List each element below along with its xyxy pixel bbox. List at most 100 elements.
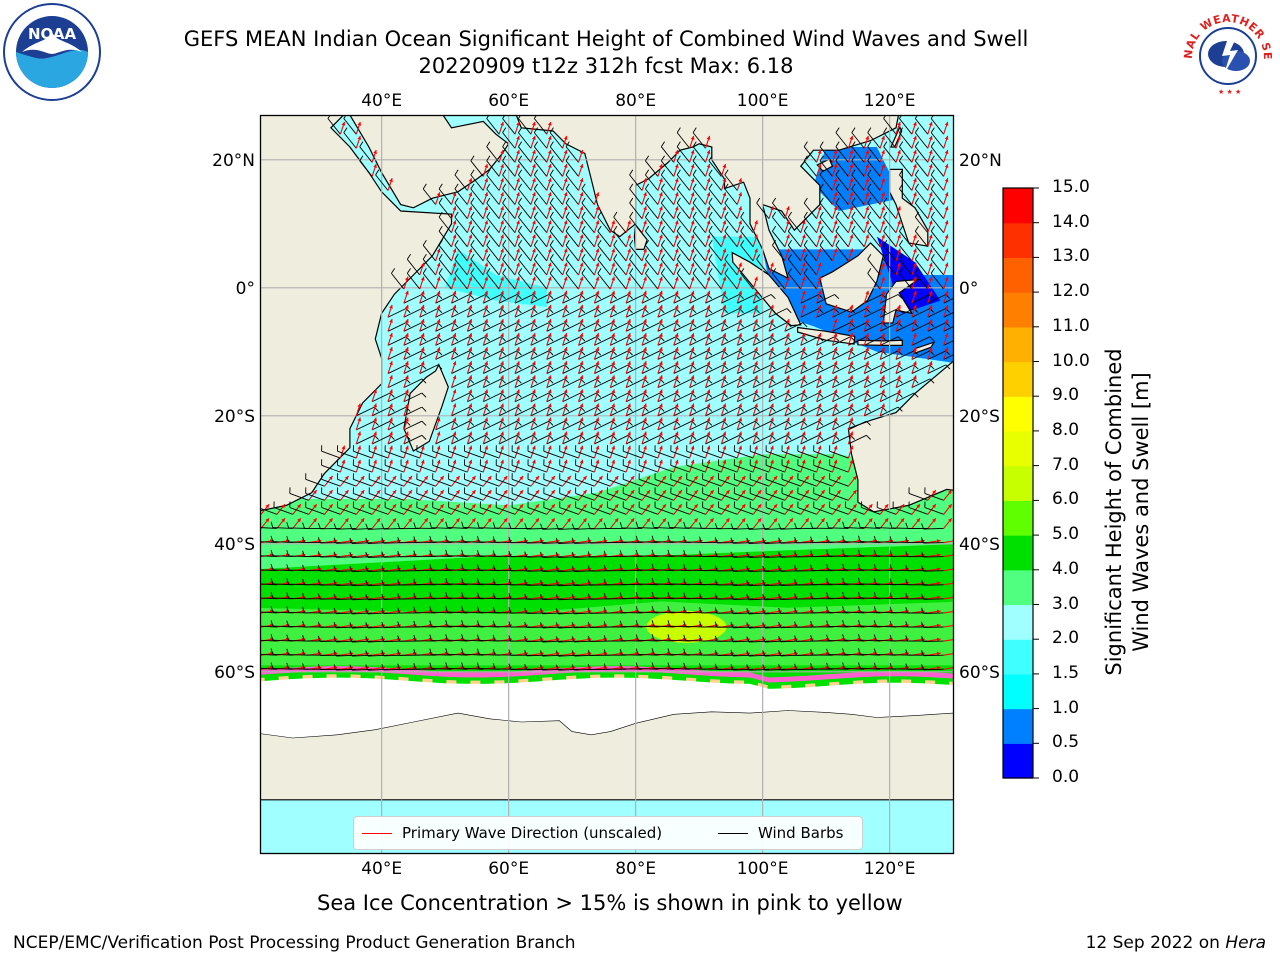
wind-barb [384, 507, 405, 515]
wind-barb [676, 245, 690, 262]
wind-barb-flag [746, 537, 750, 544]
wind-barb-flag [333, 537, 337, 544]
wind-barb [768, 350, 788, 360]
wave-direction-arrowhead [936, 553, 941, 558]
wind-barb [721, 420, 740, 431]
wind-barb [895, 308, 915, 318]
wind-barb [686, 450, 706, 459]
wave-direction-arrowhead [468, 248, 473, 253]
wave-direction-arrowhead [630, 504, 635, 509]
wind-barb [879, 308, 899, 318]
wind-barb [511, 492, 532, 501]
wave-direction-arrowhead [722, 262, 727, 267]
wind-barb [496, 507, 516, 515]
wind-barb [356, 434, 375, 445]
wind-barb-flag [461, 535, 464, 542]
wind-barb-flag [333, 565, 337, 572]
wave-direction-arrowhead [944, 234, 949, 239]
wind-barb [565, 216, 579, 234]
wind-barb [943, 312, 953, 318]
wave-direction-arrowhead [500, 304, 504, 309]
wind-barb-flag [333, 636, 337, 643]
wave-direction-arrowhead [770, 445, 774, 450]
wind-barb [369, 507, 389, 515]
wind-barb-flag [676, 225, 681, 232]
wave-direction-arrowhead [579, 164, 584, 168]
wind-barb-flag [867, 254, 872, 260]
wind-barb [483, 336, 502, 346]
wave-direction-arrowhead [833, 431, 838, 436]
wave-direction-arrowhead [757, 518, 762, 523]
wave-direction-arrowhead [643, 178, 647, 183]
wind-barb-flag [913, 392, 919, 398]
wave-direction-arrowhead [770, 403, 774, 408]
wave-direction-arrowhead [516, 347, 520, 352]
wave-direction-arrowhead [849, 192, 854, 197]
wave-direction-arrowhead [500, 333, 504, 337]
wind-barb-flag [683, 564, 686, 571]
wind-barb [653, 639, 674, 642]
wave-direction-arrowhead [897, 234, 901, 239]
wave-direction-arrowhead [690, 290, 695, 295]
wind-barb [756, 202, 770, 219]
wave-direction-arrowhead [881, 262, 885, 267]
wave-direction-arrowhead [420, 319, 425, 323]
wind-barb [546, 420, 565, 431]
wind-barb [511, 450, 532, 459]
wave-direction-arrowhead [881, 135, 885, 140]
wave-direction-arrowhead [833, 445, 838, 450]
wave-direction-arrowhead [659, 192, 663, 197]
wind-barb-flag [581, 197, 586, 204]
wind-barb [470, 202, 484, 219]
wave-direction-arrowhead [484, 276, 489, 281]
wind-barb-flag [286, 536, 290, 543]
wind-barb [914, 245, 929, 262]
wind-barb [518, 259, 532, 276]
wave-direction-arrowhead [659, 319, 663, 323]
wind-barb [422, 273, 436, 290]
wind-barb [431, 625, 452, 628]
wave-direction-arrowhead [389, 361, 393, 366]
wind-barb [657, 434, 677, 445]
wind-barb [813, 464, 833, 473]
wind-barb-flag [476, 564, 480, 571]
wave-direction-arrowhead [690, 375, 695, 380]
wind-barb [848, 378, 867, 389]
wind-barb [844, 625, 865, 628]
wind-barb [448, 492, 468, 501]
wind-barb [542, 626, 563, 629]
wave-direction-arrowhead [944, 220, 949, 225]
wave-direction-arrowhead [595, 304, 600, 309]
wind-barb-flag [699, 592, 702, 599]
wind-barb [575, 450, 595, 459]
wind-barb [261, 611, 277, 614]
wind-barb-flag [492, 564, 496, 571]
wave-direction-arrowhead [928, 262, 933, 267]
wind-barb [578, 420, 597, 431]
wave-direction-arrowhead [821, 504, 825, 509]
wave-direction-arrowhead [500, 276, 504, 281]
wind-barb [305, 507, 325, 515]
wind-barb-flag [555, 565, 559, 572]
wind-barb [403, 350, 423, 360]
wind-barb [781, 507, 801, 515]
wind-barb [864, 322, 883, 332]
wave-direction-arrowhead [944, 121, 949, 126]
wind-barb-flag [810, 606, 813, 613]
wind-barb [464, 464, 484, 473]
wind-barb [860, 526, 881, 529]
wind-barb [645, 273, 659, 290]
wind-barb [848, 322, 867, 332]
wave-direction-arrowhead [674, 389, 679, 394]
wind-barb-flag [842, 577, 845, 584]
wind-barb [748, 527, 770, 530]
wind-barb-flag [914, 254, 919, 260]
wave-direction-arrowhead [500, 361, 504, 366]
wind-barb-flag [660, 141, 665, 147]
wave-direction-arrowhead [468, 445, 473, 450]
wind-barb [467, 294, 486, 304]
wind-barb [943, 326, 953, 332]
wind-barb-flag [533, 211, 538, 218]
wave-direction-arrowhead [817, 220, 822, 225]
wind-barb [784, 336, 804, 346]
